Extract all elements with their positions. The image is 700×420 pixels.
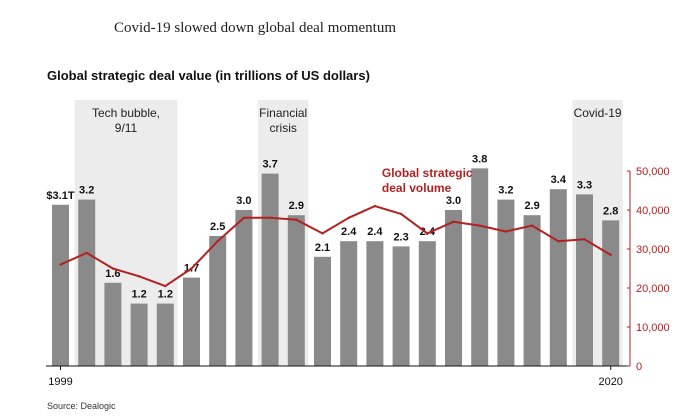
deal-volume-point	[268, 216, 272, 219]
right-y-tick-label: 50,000	[636, 166, 670, 178]
bar-value-label: 1.6	[105, 268, 120, 280]
deal-volume-line	[60, 205, 612, 288]
bar	[52, 204, 69, 366]
bar-value-label: 2.9	[524, 200, 539, 212]
bar-value-label: 2.5	[210, 221, 225, 233]
deal-volume-point	[164, 284, 167, 288]
right-y-tick-label: 20,000	[636, 283, 670, 295]
bar	[209, 236, 227, 366]
bar	[576, 194, 593, 366]
bar-value-label: $3.1T	[46, 190, 74, 202]
bar-value-label: 2.1	[315, 242, 330, 254]
bar	[130, 303, 148, 366]
bar	[156, 303, 174, 366]
bar-value-label: 2.4	[367, 226, 383, 238]
right-y-tick-label: 10,000	[636, 322, 670, 334]
bar-value-label: 1.2	[131, 289, 146, 301]
deal-volume-point	[347, 216, 350, 219]
deal-volume-point	[59, 263, 62, 266]
bar	[471, 168, 489, 366]
bar	[366, 241, 384, 366]
bar	[314, 256, 331, 366]
bar-value-label: 2.8	[603, 205, 618, 217]
deal-volume-label: Global strategic	[382, 166, 473, 180]
shaded-period-label: Financial	[259, 106, 307, 120]
deal-volume-point	[530, 224, 534, 227]
right-y-tick-label: 0	[636, 361, 642, 373]
deal-volume-label: deal volume	[382, 181, 452, 195]
deal-volume-point	[111, 267, 115, 270]
bar-value-label: 1.2	[158, 289, 173, 301]
deal-volume-point	[583, 238, 586, 241]
shaded-period-label: 9/11	[115, 121, 138, 135]
deal-volume-point	[452, 220, 455, 223]
deal-volume-point	[137, 275, 141, 278]
deal-volume-point	[216, 240, 219, 243]
x-tick-label: 1999	[48, 376, 72, 388]
bar	[104, 282, 122, 366]
deal-volume-point	[85, 251, 88, 255]
bar	[497, 199, 515, 366]
deal-volume-point	[295, 218, 298, 221]
bar-value-label: 2.9	[289, 200, 304, 212]
deal-volume-point	[426, 232, 429, 235]
shaded-period-label: Tech bubble,	[92, 106, 160, 120]
right-y-tick-label: 40,000	[636, 205, 670, 217]
shaded-period-label: Covid-19	[574, 106, 622, 120]
deal-volume-point	[557, 240, 560, 243]
bar	[261, 173, 279, 366]
right-y-tick-label: 30,000	[636, 244, 670, 256]
deal-volume-point	[504, 230, 508, 233]
bar	[287, 215, 305, 366]
bar-value-label: 3.3	[577, 179, 592, 191]
bar-value-label: 3.4	[551, 174, 567, 186]
deal-volume-point	[373, 204, 377, 208]
bar-value-label: 3.0	[446, 195, 461, 207]
source-note: Source: Dealogic	[47, 401, 116, 411]
bar	[549, 189, 567, 366]
shaded-period-label: crisis	[270, 121, 297, 135]
bar	[602, 220, 620, 366]
bar	[392, 246, 410, 366]
deal-volume-point	[478, 224, 481, 227]
bar-value-label: 3.2	[79, 185, 94, 197]
deal-volume-point	[399, 212, 403, 216]
bar	[445, 210, 462, 366]
bar	[183, 277, 200, 366]
deal-volume-point	[190, 267, 193, 270]
bar-value-label: 3.8	[472, 153, 487, 165]
chart-title: Global strategic deal value (in trillion…	[47, 68, 370, 83]
x-tick-label: 2020	[598, 376, 622, 388]
bar-value-label: 2.3	[393, 231, 408, 243]
bar	[78, 199, 96, 366]
bar-value-label: 3.2	[498, 185, 513, 197]
deal-volume-point	[609, 253, 612, 257]
deal-volume-point	[242, 216, 246, 219]
bar	[418, 241, 436, 366]
bar	[340, 241, 358, 366]
bar	[523, 215, 541, 366]
bar-value-label: 3.7	[262, 159, 277, 171]
bar-value-label: 2.4	[341, 226, 357, 238]
headline: Covid-19 slowed down global deal momentu…	[113, 20, 397, 36]
bar	[235, 210, 253, 366]
deal-volume-point	[321, 232, 324, 235]
bar-value-label: 3.0	[236, 195, 251, 207]
